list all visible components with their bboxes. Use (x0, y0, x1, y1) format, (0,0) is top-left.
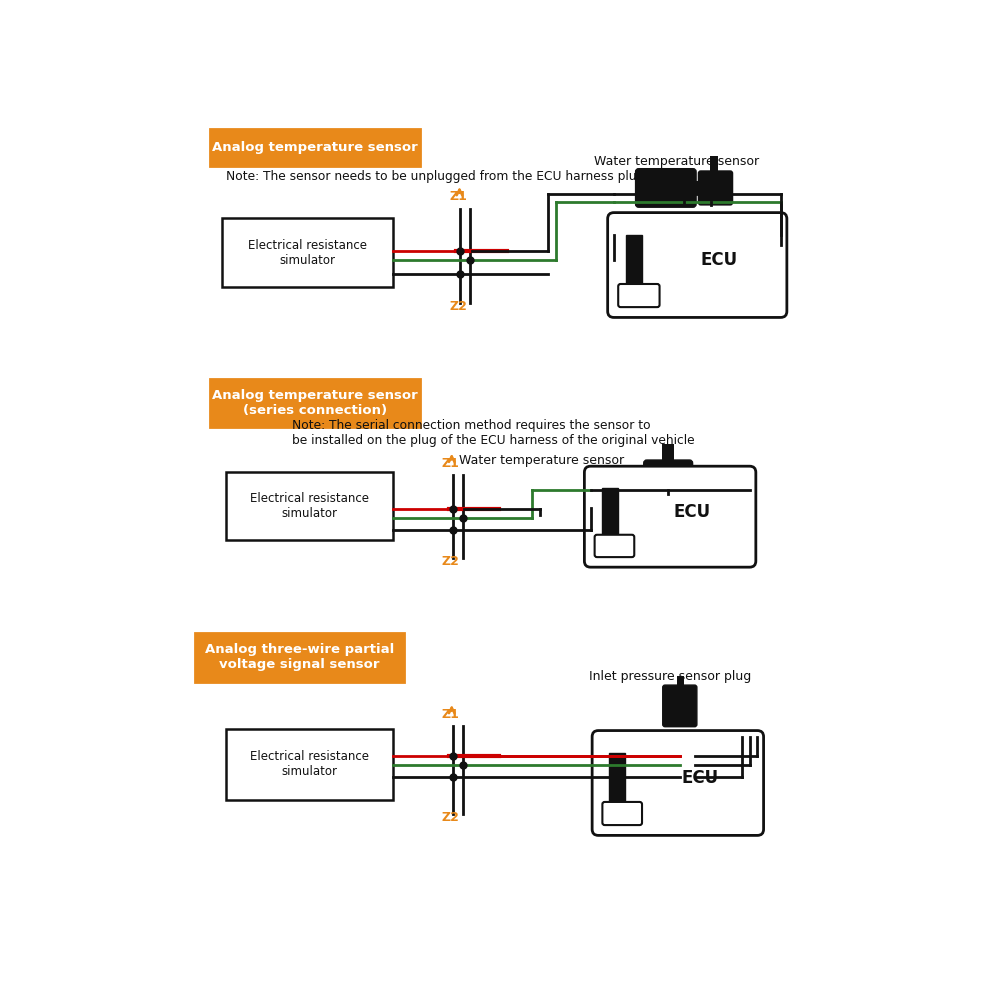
FancyBboxPatch shape (663, 685, 697, 727)
Text: Z2: Z2 (449, 300, 467, 313)
FancyBboxPatch shape (210, 128, 420, 165)
Text: Z1: Z1 (441, 457, 459, 470)
Bar (693, 180, 701, 195)
FancyBboxPatch shape (636, 169, 696, 207)
Text: Analog temperature sensor
(series connection): Analog temperature sensor (series connec… (212, 389, 418, 417)
Text: Note: The serial connection method requires the sensor to
be installed on the pl: Note: The serial connection method requi… (292, 419, 695, 447)
FancyBboxPatch shape (619, 284, 660, 307)
Text: Note: The sensor needs to be unplugged from the ECU harness plug: Note: The sensor needs to be unplugged f… (226, 170, 645, 183)
Text: ECU: ECU (701, 251, 738, 269)
Text: Z2: Z2 (441, 811, 459, 824)
Bar (226, 729, 392, 800)
Bar (710, 156, 719, 173)
Text: Z2: Z2 (441, 556, 459, 569)
Bar (677, 676, 685, 688)
FancyBboxPatch shape (210, 378, 420, 427)
Text: Analog temperature sensor: Analog temperature sensor (212, 140, 418, 153)
Bar (626, 235, 643, 283)
FancyBboxPatch shape (644, 460, 693, 497)
FancyBboxPatch shape (593, 731, 764, 836)
FancyBboxPatch shape (595, 535, 635, 558)
Text: Electrical resistance
simulator: Electrical resistance simulator (250, 751, 369, 779)
Bar (610, 754, 626, 802)
Text: ECU: ECU (674, 504, 711, 522)
Text: Electrical resistance
simulator: Electrical resistance simulator (248, 238, 367, 266)
FancyBboxPatch shape (608, 212, 787, 317)
Bar (226, 472, 392, 541)
Text: ECU: ECU (681, 770, 718, 788)
FancyBboxPatch shape (585, 466, 756, 568)
Bar (222, 218, 392, 287)
Text: Electrical resistance
simulator: Electrical resistance simulator (250, 492, 369, 521)
Bar (602, 488, 618, 535)
FancyBboxPatch shape (195, 633, 404, 682)
FancyBboxPatch shape (699, 171, 733, 205)
Text: Z1: Z1 (449, 190, 467, 203)
Bar (662, 443, 674, 463)
Text: Analog three-wire partial
voltage signal sensor: Analog three-wire partial voltage signal… (205, 644, 394, 672)
FancyBboxPatch shape (603, 802, 642, 825)
Text: Z1: Z1 (441, 709, 459, 722)
Text: Inlet pressure sensor plug: Inlet pressure sensor plug (589, 670, 752, 683)
Text: Water temperature sensor: Water temperature sensor (458, 454, 624, 467)
Text: Water temperature sensor: Water temperature sensor (595, 155, 760, 168)
